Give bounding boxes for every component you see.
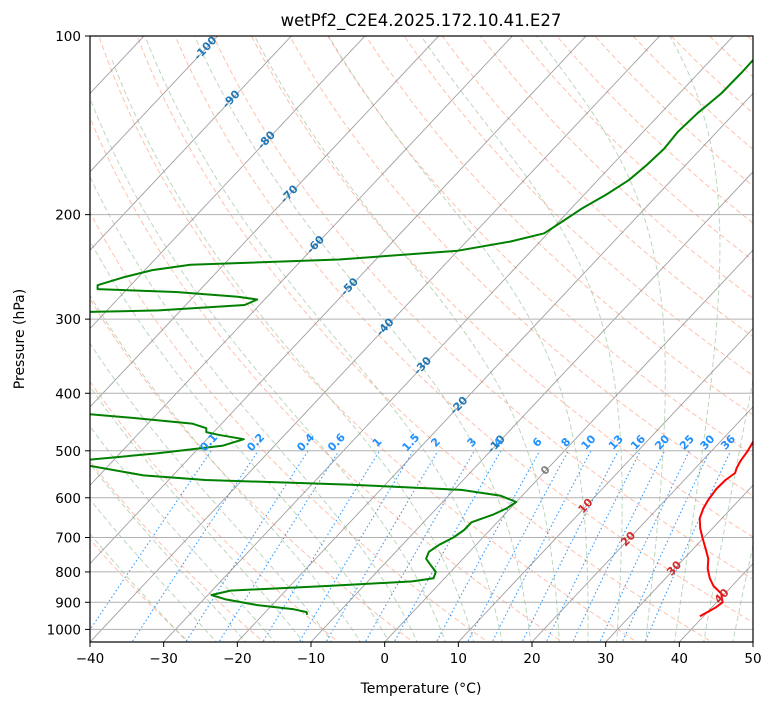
dry-adiabat [289,36,753,497]
x-tick-label: −40 [76,651,105,667]
dry-adiabat [327,36,753,456]
temperature-profile [698,440,753,618]
y-tick-label: 300 [55,312,81,328]
moist-adiabat [90,533,188,642]
isotherm-line [90,36,366,330]
isotherm-line [90,36,219,173]
mixing-ratio-line [521,450,619,642]
mixing-ratio-line [491,450,592,642]
moist-adiabat [90,342,333,642]
isotherm-line [163,36,734,642]
isotherm-line [531,406,753,642]
dry-adiabat [90,460,265,642]
mixing-ratio-line [599,450,690,642]
x-tick-label: 20 [523,651,540,667]
x-tick-label: 30 [597,651,614,667]
isotherm-line [90,36,661,642]
x-tick-label: 10 [450,651,467,667]
isotherm-line [90,36,587,565]
isotherm-line [310,171,753,642]
axes: −40 −30 −20 −10 0 10 20 30 40 50 100 200 300 400 500 60… [47,29,762,667]
moist-adiabat [90,239,390,642]
mixing-ratio-line [435,450,541,642]
gridlines [0,23,753,645]
x-tick-label: 0 [380,651,389,667]
y-tick-label: 400 [55,386,81,402]
dry-adiabat [90,211,489,642]
mixing-ratio-line [185,450,309,642]
y-tick-label: 500 [55,444,81,460]
y-tick-label: 200 [55,208,81,224]
chart-title: wetPf2_C2E4.2025.172.10.41.E27 [281,11,562,31]
y-tick-label: 800 [55,565,81,581]
mixing-ratio-line [218,450,340,642]
plot-frame [89,35,754,643]
isotherm-line [605,484,753,642]
y-tick-label: 700 [55,531,81,547]
y-tick-label: 100 [55,29,81,45]
isotherm-line [90,36,440,408]
moist-adiabat [90,97,447,642]
plot-area [90,36,753,642]
x-axis-label: Temperature (°C) [360,681,482,697]
mixing-ratio-line [90,450,212,631]
mixing-ratio-line [621,450,711,642]
mixing-ratio-line [466,450,569,642]
isotherm-line [0,23,9,645]
mixing-ratio-line [325,450,439,642]
dry-adiabat [365,36,753,416]
x-tick-label: 50 [744,651,761,667]
dewpoint-profile [90,58,753,615]
moist-adiabat [90,463,247,642]
moist-adiabat [90,498,218,642]
mixing-ratio-line [131,450,259,642]
isotherm-line [752,641,753,642]
data-series [90,58,753,618]
isotherm-line [457,327,753,642]
x-tick-label: 40 [671,651,688,667]
isotherm-line [90,36,292,251]
y-tick-label: 600 [55,491,81,507]
x-tick-label: −20 [223,651,252,667]
dry-adiabat [250,36,753,538]
dry-adiabat [480,36,753,299]
x-tick-label: −10 [297,651,326,667]
isotherm-line [384,249,753,642]
dry-adiabat [441,36,753,338]
y-tick-label: 900 [55,595,81,611]
isotherm-line [236,92,753,642]
isotherm-line [90,36,513,486]
moist-adiabat [90,425,276,642]
y-axis-label: Pressure (hPa) [12,289,28,389]
y-tick-label: 1000 [47,622,81,638]
x-tick-label: −30 [149,651,178,667]
